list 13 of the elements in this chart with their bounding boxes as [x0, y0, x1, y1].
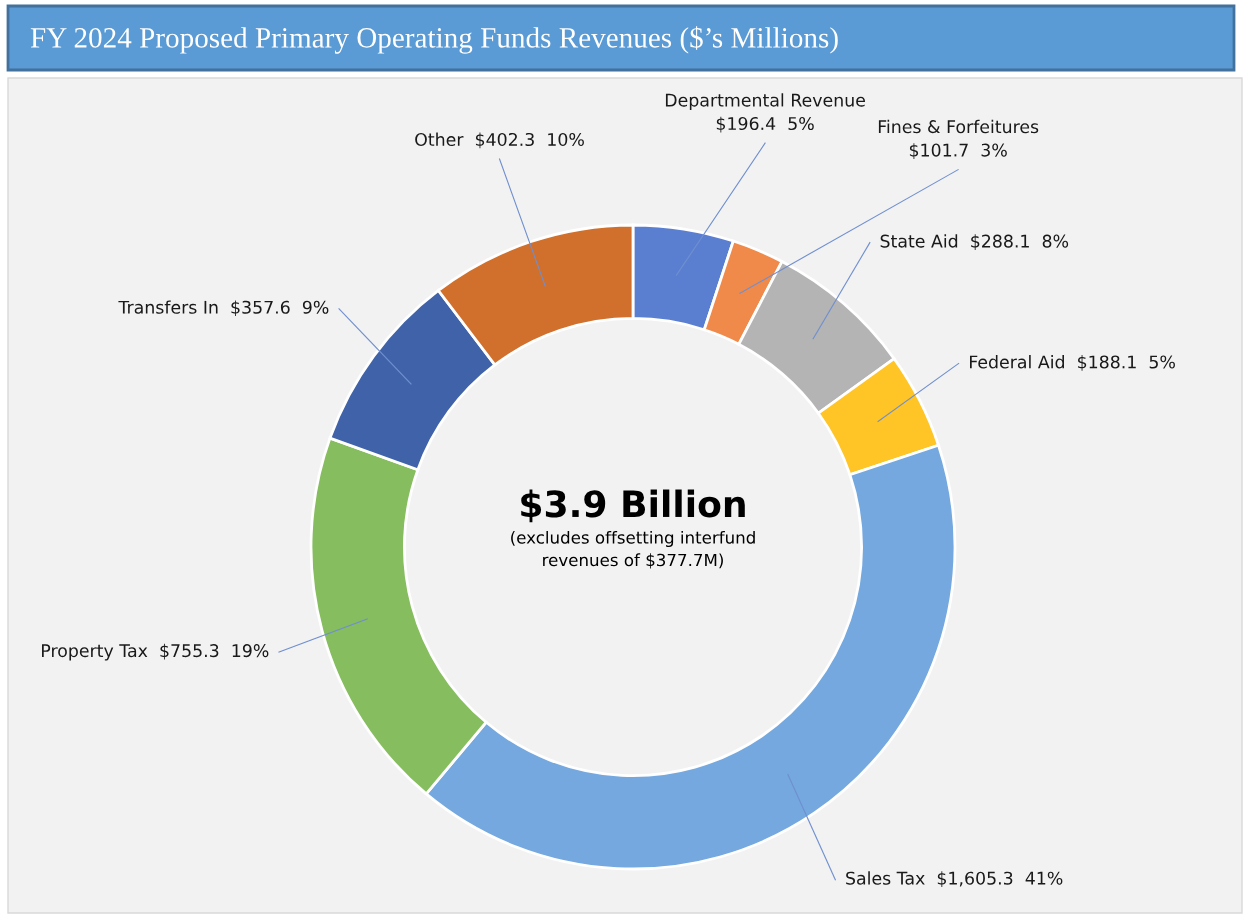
data-label: $101.7 3% — [909, 143, 1007, 159]
slice-label: Other $402.3 10% — [415, 132, 584, 149]
chart-title: FY 2024 Proposed Primary Operating Funds Revenues ($’s Millions) — [30, 26, 838, 54]
slice-label: Federal Aid $188.1 5% — [970, 355, 1175, 371]
slice-label: Property Tax $755.3 19% — [42, 643, 269, 661]
slice-label: Departmental Revenue — [665, 93, 865, 111]
slice-label: Fines & Forfeitures — [878, 119, 1039, 134]
text: (excludes offsetting interfund revenues of $377.7M) — [511, 530, 755, 569]
slice-label: Sales Tax $1,605.3 41% — [846, 871, 1063, 888]
data-label: $196.4 5% — [716, 116, 814, 133]
slice-label: Transfers In $357.6 9% — [118, 300, 329, 317]
text: $3.9 Billion — [521, 489, 745, 523]
slice-label: State Aid $288.1 8% — [880, 234, 1069, 250]
